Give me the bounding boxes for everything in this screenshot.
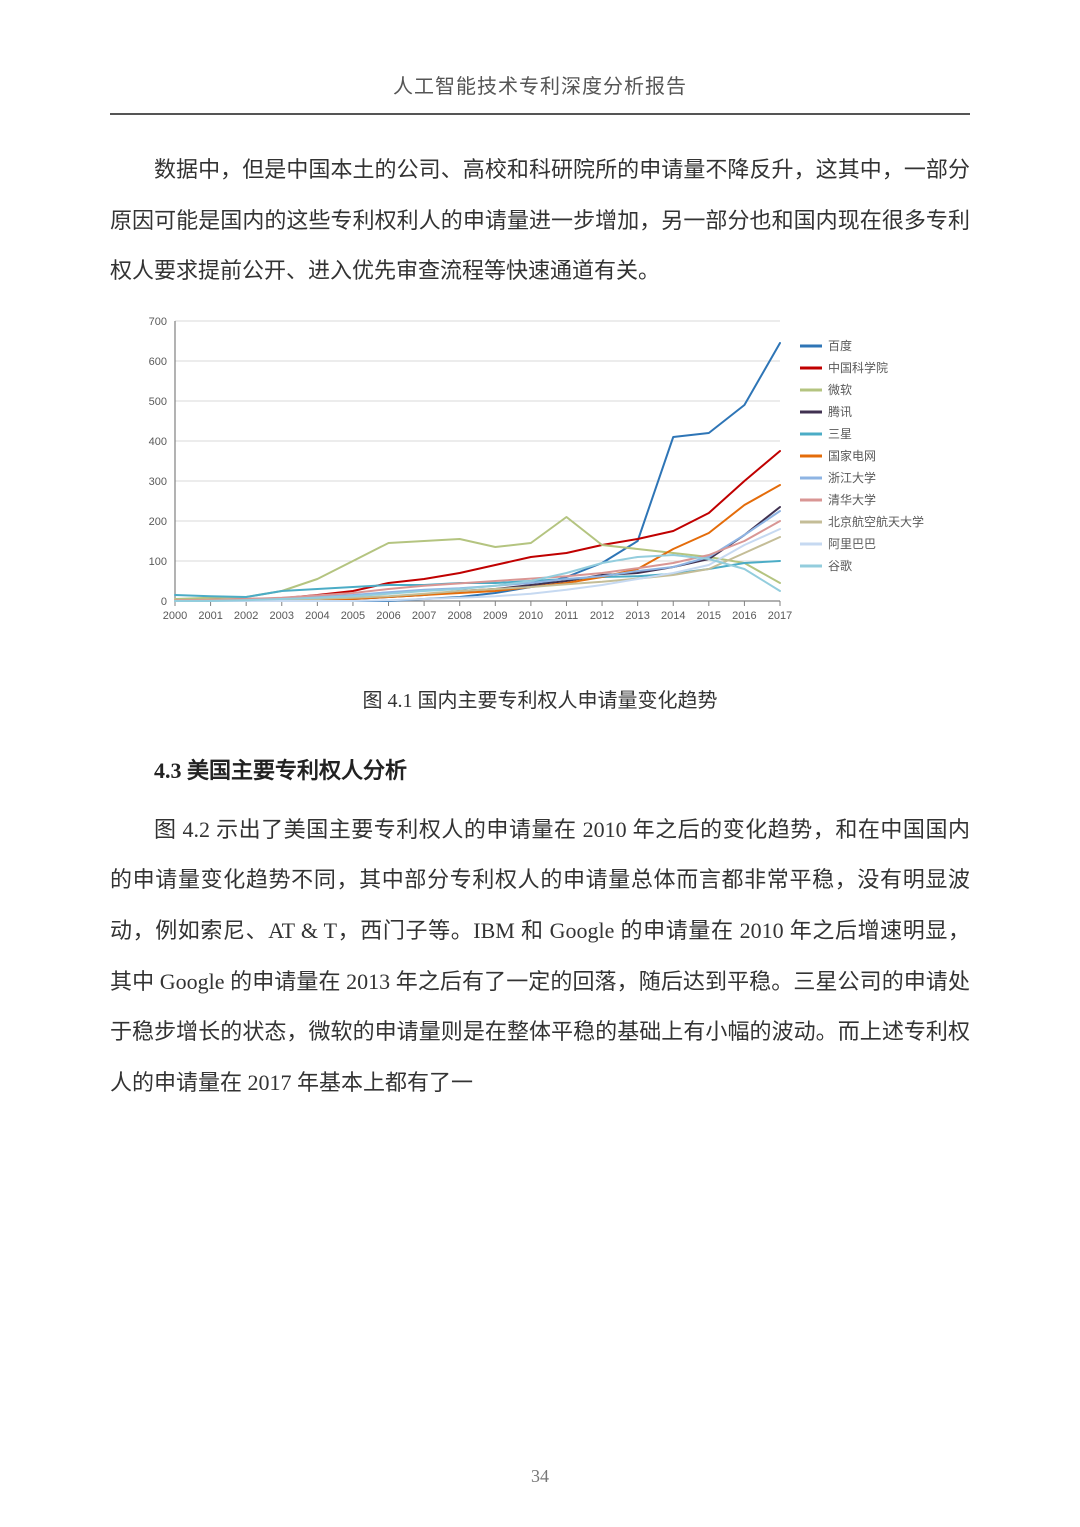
running-head: 人工智能技术专利深度分析报告 — [110, 70, 970, 109]
svg-text:浙江大学: 浙江大学 — [828, 470, 876, 485]
svg-text:2009: 2009 — [483, 610, 507, 622]
svg-text:2005: 2005 — [341, 610, 365, 622]
section-heading-4-3: 4.3 美国主要专利权人分析 — [110, 753, 970, 785]
svg-text:100: 100 — [149, 556, 167, 568]
svg-text:2011: 2011 — [555, 610, 579, 622]
body-paragraph-2: 图 4.2 示出了美国主要专利权人的申请量在 2010 年之后的变化趋势，和在中… — [110, 805, 970, 1109]
svg-text:2003: 2003 — [270, 610, 294, 622]
svg-text:中国科学院: 中国科学院 — [828, 360, 888, 375]
page-number: 34 — [0, 1466, 1080, 1487]
svg-text:2002: 2002 — [234, 610, 258, 622]
svg-text:2014: 2014 — [661, 610, 685, 622]
svg-text:国家电网: 国家电网 — [828, 448, 876, 463]
svg-text:三星: 三星 — [828, 427, 852, 441]
chart-svg: 0 100 200 300 400 500 600 700 2000 2001 2002 2003 20… — [120, 309, 950, 639]
svg-text:清华大学: 清华大学 — [828, 492, 876, 507]
svg-text:阿里巴巴: 阿里巴巴 — [828, 537, 876, 551]
svg-text:200: 200 — [149, 516, 167, 528]
svg-text:谷歌: 谷歌 — [828, 558, 852, 573]
figure-caption: 图 4.1 国内主要专利权人申请量变化趋势 — [110, 684, 970, 713]
svg-text:2004: 2004 — [305, 610, 329, 622]
svg-text:2001: 2001 — [198, 610, 222, 622]
svg-text:北京航空航天大学: 北京航空航天大学 — [828, 514, 924, 529]
svg-text:2016: 2016 — [732, 610, 756, 622]
paragraph-text: 图 4.2 示出了美国主要专利权人的申请量在 2010 年之后的变化趋势，和在中… — [110, 805, 970, 1109]
svg-text:腾讯: 腾讯 — [828, 404, 852, 419]
header-rule — [110, 113, 970, 115]
page: 人工智能技术专利深度分析报告 数据中，但是中国本土的公司、高校和科研院所的申请量… — [0, 0, 1080, 1527]
svg-text:700: 700 — [149, 316, 167, 328]
svg-text:400: 400 — [149, 436, 167, 448]
svg-text:2012: 2012 — [590, 610, 614, 622]
svg-text:2008: 2008 — [447, 610, 471, 622]
body-paragraph-1: 数据中，但是中国本土的公司、高校和科研院所的申请量不降反升，这其中，一部分原因可… — [110, 145, 970, 297]
svg-text:2010: 2010 — [519, 610, 543, 622]
svg-text:2006: 2006 — [376, 610, 400, 622]
svg-text:600: 600 — [149, 356, 167, 368]
svg-text:2017: 2017 — [768, 610, 792, 622]
svg-text:500: 500 — [149, 396, 167, 408]
svg-text:2000: 2000 — [163, 610, 187, 622]
svg-text:百度: 百度 — [828, 338, 852, 353]
svg-text:300: 300 — [149, 476, 167, 488]
line-chart: 0 100 200 300 400 500 600 700 2000 2001 2002 2003 20… — [120, 309, 950, 644]
svg-text:微软: 微软 — [828, 383, 852, 397]
svg-text:2015: 2015 — [697, 610, 721, 622]
svg-text:2007: 2007 — [412, 610, 436, 622]
svg-text:2013: 2013 — [625, 610, 649, 622]
paragraph-text: 数据中，但是中国本土的公司、高校和科研院所的申请量不降反升，这其中，一部分原因可… — [110, 145, 970, 297]
svg-text:0: 0 — [161, 596, 167, 608]
